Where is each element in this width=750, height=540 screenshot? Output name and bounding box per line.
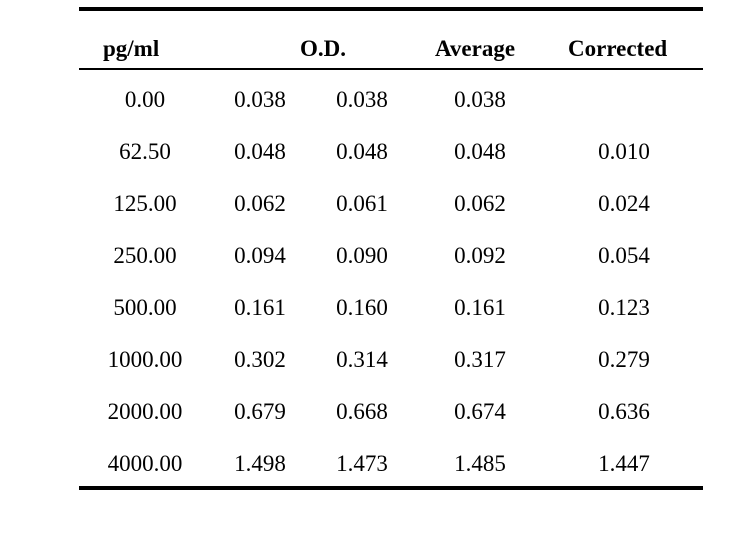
cell-average: 0.062	[454, 191, 506, 216]
table-row: 250.00 0.094 0.090 0.092 0.054	[79, 226, 703, 278]
table-header-rule	[79, 68, 703, 70]
cell-corrected: 0.123	[598, 295, 650, 320]
cell-average: 0.674	[454, 399, 506, 424]
table-header-row: pg/ml O.D. Average Corrected	[79, 11, 703, 68]
cell-concentration: 125.00	[113, 191, 177, 216]
cell-concentration: 250.00	[113, 243, 177, 268]
header-od: O.D.	[300, 36, 346, 61]
cell-corrected: 1.447	[598, 451, 650, 476]
cell-od-2: 0.038	[336, 87, 388, 112]
cell-average: 0.048	[454, 139, 506, 164]
cell-corrected: 0.024	[598, 191, 650, 216]
cell-od-1: 0.048	[234, 139, 286, 164]
header-corrected: Corrected	[568, 36, 668, 61]
table-row: 125.00 0.062 0.061 0.062 0.024	[79, 174, 703, 226]
cell-average: 0.317	[454, 347, 506, 372]
cell-concentration: 500.00	[113, 295, 177, 320]
table-row: 0.00 0.038 0.038 0.038	[79, 70, 703, 122]
cell-concentration: 2000.00	[107, 399, 183, 424]
cell-od-1: 0.679	[234, 399, 286, 424]
header-average: Average	[435, 36, 516, 61]
cell-od-1: 0.302	[234, 347, 286, 372]
cell-average: 0.092	[454, 243, 506, 268]
cell-od-2: 0.314	[336, 347, 388, 372]
cell-od-1: 1.498	[234, 451, 286, 476]
header-concentration: pg/ml	[103, 36, 160, 61]
cell-concentration: 0.00	[124, 87, 166, 112]
table-row: 500.00 0.161 0.160 0.161 0.123	[79, 278, 703, 330]
cell-concentration: 4000.00	[107, 451, 183, 476]
cell-od-1: 0.038	[234, 87, 286, 112]
cell-od-2: 0.061	[336, 191, 388, 216]
cell-od-2: 0.668	[336, 399, 388, 424]
cell-od-2: 0.160	[336, 295, 388, 320]
cell-concentration: 62.50	[119, 139, 171, 164]
table-top-rule	[79, 7, 703, 11]
cell-od-2: 1.473	[336, 451, 388, 476]
data-table: pg/ml O.D. Average Corrected 0.00 0.038 …	[79, 7, 703, 490]
table-row: 1000.00 0.302 0.314 0.317 0.279	[79, 330, 703, 382]
cell-corrected: 0.279	[598, 347, 650, 372]
table-row: 62.50 0.048 0.048 0.048 0.010	[79, 122, 703, 174]
cell-corrected: 0.010	[598, 139, 650, 164]
table-row: 2000.00 0.679 0.668 0.674 0.636	[79, 382, 703, 434]
cell-od-2: 0.090	[336, 243, 388, 268]
cell-average: 1.485	[454, 451, 506, 476]
cell-od-1: 0.094	[234, 243, 286, 268]
cell-corrected: 0.054	[598, 243, 650, 268]
cell-od-1: 0.062	[234, 191, 286, 216]
cell-corrected: 0.636	[598, 399, 650, 424]
cell-average: 0.161	[454, 295, 506, 320]
table-row: 4000.00 1.498 1.473 1.485 1.447	[79, 434, 703, 486]
table-bottom-rule	[79, 486, 703, 490]
cell-od-1: 0.161	[234, 295, 286, 320]
cell-average: 0.038	[454, 87, 506, 112]
cell-od-2: 0.048	[336, 139, 388, 164]
cell-concentration: 1000.00	[107, 347, 183, 372]
table-body: 0.00 0.038 0.038 0.038 62.50 0.048 0.048…	[79, 70, 703, 486]
